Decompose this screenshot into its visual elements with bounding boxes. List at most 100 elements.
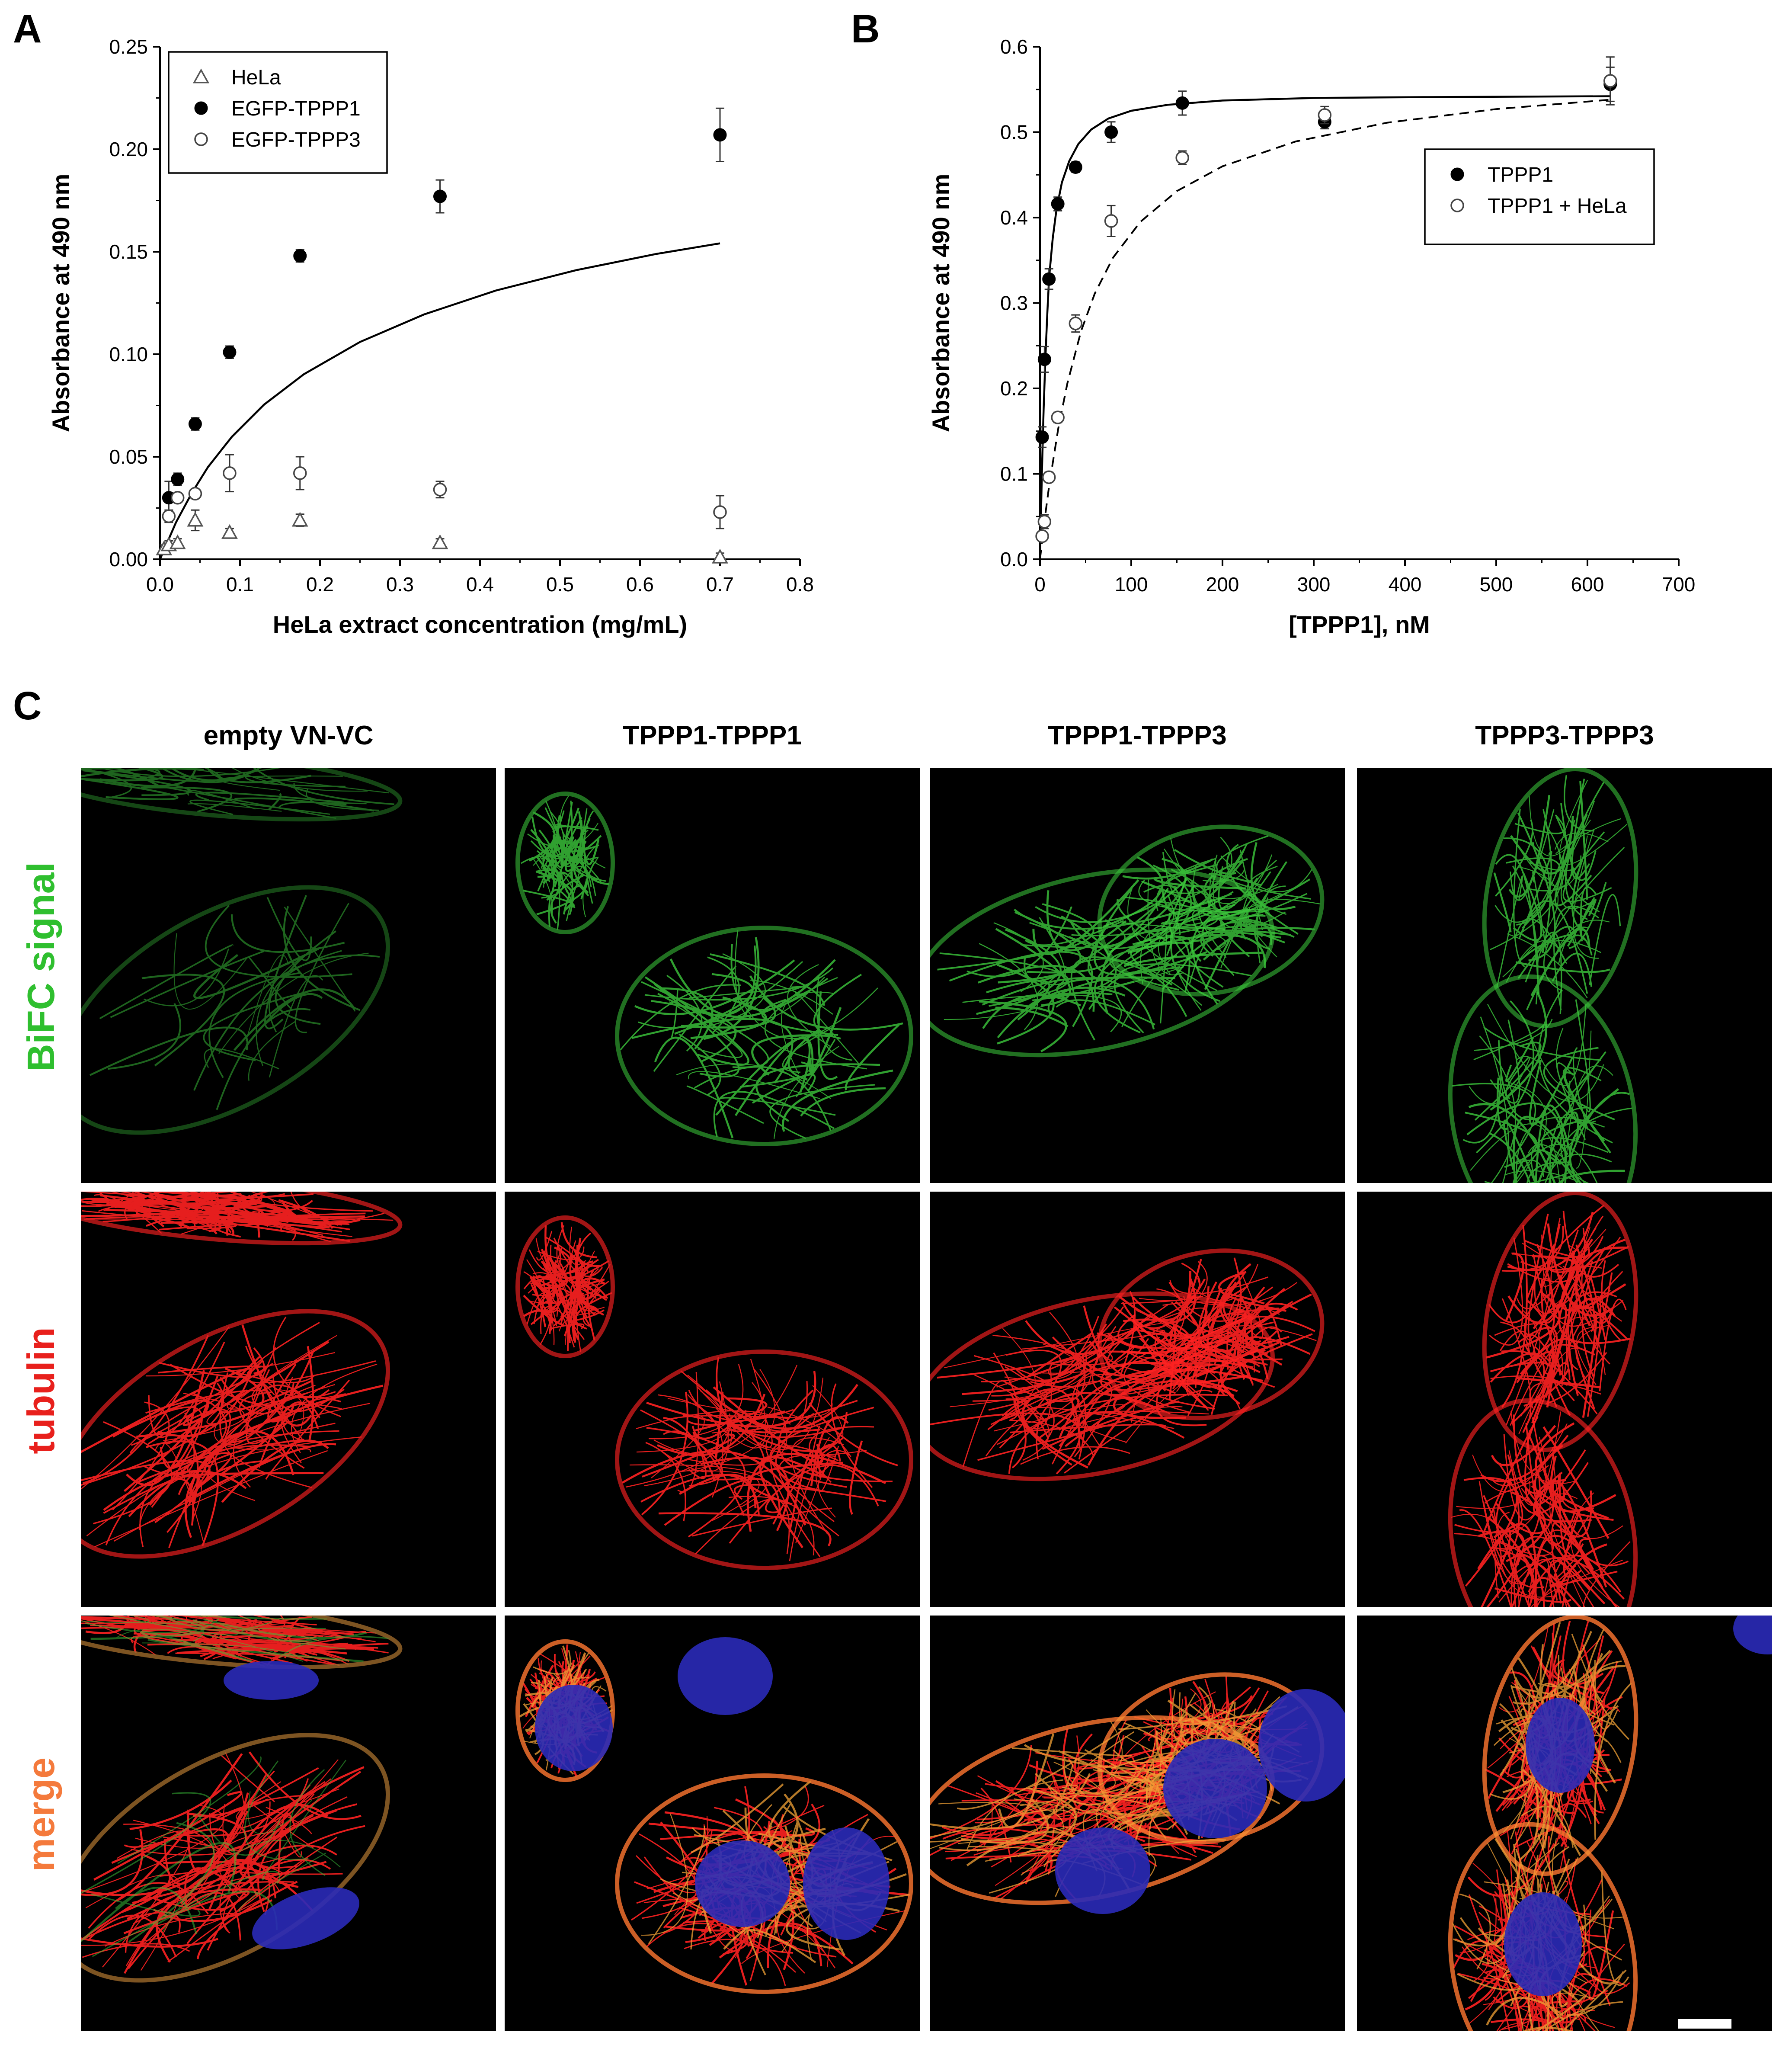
filament [1019,1809,1076,1858]
filament [1183,1374,1250,1386]
filament-network [1448,974,1638,1183]
nucleus [678,1637,773,1715]
filament [1567,1971,1624,2016]
filament [775,1413,826,1492]
filament [654,1036,734,1138]
filament [1503,1119,1543,1183]
filament [145,1352,335,1377]
filament [1514,1546,1591,1607]
filament [559,836,599,852]
filament [88,1882,209,1929]
filament [1560,803,1597,881]
filament [653,983,740,1078]
filament [82,1192,219,1205]
x-tick-label-b: 0 [1034,573,1046,596]
filament [974,1374,1050,1461]
filament [1499,1330,1538,1364]
filament [646,1371,816,1428]
micrograph-r1-c2 [505,768,920,1183]
filament [129,1779,232,1830]
filament [582,1289,602,1327]
filament [773,1046,839,1139]
filament [716,1358,842,1438]
filament [273,1316,341,1417]
filament [640,1813,688,1936]
filament [1162,1301,1252,1310]
filament [1502,1994,1587,2031]
filament [186,1859,331,1944]
micrograph-canvas [930,824,1325,1058]
cell-outline [81,885,390,1135]
filament [193,947,319,999]
filament [1534,1237,1621,1314]
filament [1500,1321,1530,1356]
filament [1542,1426,1610,1539]
filament [159,785,336,819]
legend-label-hela: HeLa [231,66,281,89]
filament [646,1427,746,1538]
filament [667,1398,833,1418]
nucleus [803,1827,890,1940]
filament [1136,903,1174,953]
filament [1541,1119,1584,1165]
filament [1153,1288,1185,1369]
micrograph-canvas [1448,1192,1638,1607]
fit-curve-egfp-tppp1 [159,242,720,560]
filament [570,1281,590,1341]
filament [644,967,834,1001]
cell-outline [1448,1398,1638,1607]
filament [1515,1056,1540,1064]
filament [573,1309,605,1321]
data-point-egfp-tppp3 [223,466,237,480]
filament [278,1636,390,1658]
filament [1510,1479,1555,1534]
filament [1576,1030,1592,1169]
filament [1207,1307,1279,1355]
filament [930,1799,1038,1838]
filament [533,858,553,917]
filament [1010,1423,1166,1433]
panel-a-letter: A [13,7,42,51]
data-point-tppp1-hela [1035,529,1049,543]
filament [244,1760,309,1860]
filament [1148,1794,1165,1856]
filament [1169,1358,1283,1377]
micrograph-r3-c4 [1357,1616,1772,2031]
filament [178,1439,304,1495]
filament [1109,858,1187,953]
filament [1056,999,1155,1026]
filament [545,1260,566,1286]
cell-outline [81,768,403,822]
filament [1165,934,1190,992]
data-point-hela [432,534,448,549]
filament [645,1442,686,1522]
filament [82,1192,186,1218]
filament [1588,1909,1630,1994]
filament [1591,1272,1613,1353]
filament [1101,926,1226,1014]
filament [162,1840,341,1933]
filament [250,1802,314,1849]
filament [1534,1445,1614,1521]
filament [526,1293,557,1327]
filament [976,928,1062,1015]
filament [145,1440,219,1546]
row-label-merge: merge [19,1757,62,1872]
filament [81,1616,213,1624]
filament [134,1616,272,1631]
data-point-hela [221,524,238,539]
filament [1459,1893,1491,1970]
micrograph-canvas [81,1192,403,1559]
data-point-egfp-tppp1 [713,128,727,142]
filament [91,1893,201,1917]
filament [1160,1693,1197,1746]
filament [1578,1538,1622,1607]
filament [583,811,594,904]
filament [1021,1398,1088,1469]
data-point-tppp1 [1042,272,1056,286]
filament [1562,831,1612,902]
filament [208,972,301,1078]
filament [997,964,1055,1045]
filament [1056,976,1175,1000]
filament [1572,1047,1589,1130]
